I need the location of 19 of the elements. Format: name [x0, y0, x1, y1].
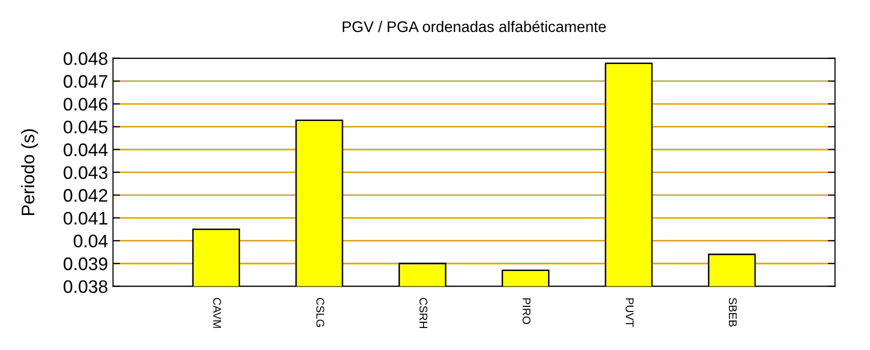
x-tick-label: CAVM: [213, 298, 222, 328]
y-axis-title: Periodo (s): [21, 129, 38, 215]
x-tick-label: CSRH: [419, 298, 428, 328]
y-tick-label: 0.045: [64, 120, 108, 134]
y-tick-label: 0.043: [64, 166, 108, 180]
y-tick-label: 0.044: [64, 143, 108, 156]
x-tick-label: SBEB: [728, 298, 737, 326]
x-tick-label: CSLG: [316, 298, 324, 327]
y-tick-label: 0.039: [64, 257, 108, 270]
y-tick-label: 0.048: [64, 52, 108, 66]
x-tick-label: PUVT: [626, 298, 634, 327]
x-tick-label: PIRO: [522, 298, 530, 324]
y-tick-label: 0.042: [64, 189, 108, 202]
chart-title: PGV / PGA ordenadas alfabéticamente: [342, 20, 606, 32]
y-tick-label: 0.046: [64, 98, 108, 111]
y-tick-label: 0.041: [64, 212, 108, 225]
y-tick-label: 0.047: [64, 75, 108, 88]
y-tick-label: 0.038: [64, 280, 108, 294]
y-tick-label: 0.04: [74, 234, 108, 248]
